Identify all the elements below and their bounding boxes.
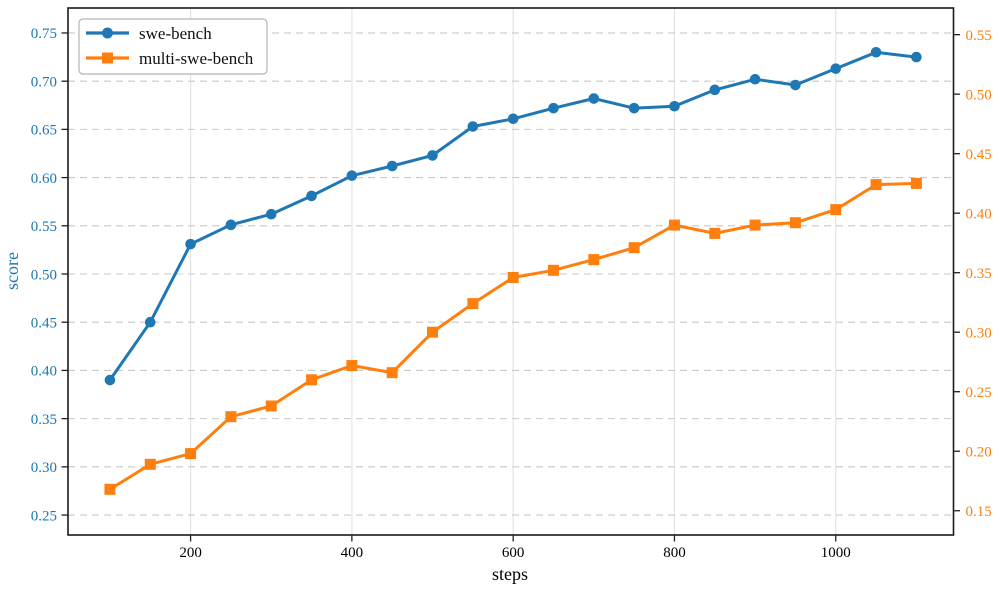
left-tick-label: 0.30 [31, 460, 57, 476]
data-point-multi-swe-bench [547, 264, 559, 276]
data-point-swe-bench [628, 102, 640, 114]
data-point-swe-bench [306, 190, 317, 202]
x-tick-label: 800 [663, 545, 686, 561]
data-point-multi-swe-bench [265, 400, 277, 412]
data-point-multi-swe-bench [910, 177, 922, 189]
left-tick-label: 0.70 [31, 74, 57, 90]
legend-label: multi-swe-bench [139, 49, 254, 68]
data-point-multi-swe-bench [507, 271, 519, 283]
data-point-multi-swe-bench [749, 219, 761, 231]
data-point-swe-bench [427, 150, 438, 161]
right-tick-label: 0.50 [966, 87, 992, 103]
data-point-multi-swe-bench [185, 448, 197, 460]
plot-frame [67, 7, 955, 536]
axis-ticks: 0.25 0.30 0.35 0.40 0.45 0.50 0.55 0.60 0.65 0.70… [31, 26, 992, 561]
left-tick-label: 0.65 [31, 123, 57, 139]
right-tick-label: 0.35 [966, 266, 992, 282]
data-point-multi-swe-bench [789, 217, 801, 229]
data-point-multi-swe-bench [467, 298, 479, 310]
legend-marker-circle [102, 27, 113, 39]
x-tick-label: 1000 [821, 545, 851, 561]
data-point-multi-swe-bench [144, 458, 156, 470]
legend: swe-bench multi-swe-bench [78, 18, 268, 75]
data-point-swe-bench [669, 100, 680, 112]
data-point-multi-swe-bench [830, 204, 842, 216]
data-point-swe-bench [386, 160, 398, 172]
data-point-swe-bench [346, 170, 358, 181]
left-tick-label: 0.75 [31, 26, 57, 42]
right-tick-label: 0.20 [966, 444, 992, 460]
right-tick-label: 0.55 [966, 28, 992, 44]
left-tick-label: 0.55 [31, 219, 57, 235]
data-point-multi-swe-bench [870, 179, 882, 191]
data-point-swe-bench [225, 219, 237, 231]
right-tick-label: 0.45 [966, 147, 992, 163]
data-point-swe-bench [911, 51, 922, 63]
data-point-swe-bench [548, 102, 559, 114]
data-point-multi-swe-bench [225, 411, 237, 423]
data-point-swe-bench [790, 79, 801, 91]
left-tick-label: 0.45 [31, 315, 57, 331]
data-point-multi-swe-bench [306, 374, 318, 386]
data-point-multi-swe-bench [346, 360, 358, 372]
data-point-swe-bench [749, 73, 761, 85]
legend-marker-square [102, 52, 113, 64]
x-tick-label: 200 [179, 545, 202, 561]
data-point-multi-swe-bench [668, 219, 680, 231]
y-axis-label: score [2, 252, 22, 290]
data-point-multi-swe-bench [104, 483, 116, 495]
data-point-swe-bench [104, 374, 116, 386]
data-point-swe-bench [870, 46, 882, 58]
data-point-swe-bench [709, 84, 721, 96]
data-point-multi-swe-bench [588, 254, 600, 266]
left-tick-label: 0.60 [31, 171, 57, 187]
data-point-multi-swe-bench [386, 367, 398, 379]
right-tick-label: 0.30 [966, 325, 992, 341]
left-tick-label: 0.50 [31, 267, 57, 283]
left-tick-label: 0.40 [31, 364, 57, 380]
data-point-swe-bench [467, 121, 479, 132]
x-tick-label: 400 [341, 545, 364, 561]
data-series [104, 46, 922, 495]
data-point-multi-swe-bench [709, 227, 721, 239]
data-point-multi-swe-bench [628, 242, 640, 254]
data-point-swe-bench [588, 93, 600, 104]
right-tick-label: 0.40 [966, 206, 992, 222]
left-tick-label: 0.35 [31, 412, 57, 428]
vertical-gridlines [190, 8, 837, 535]
x-tick-label: 600 [502, 545, 525, 561]
data-point-multi-swe-bench [427, 326, 439, 338]
data-point-swe-bench [265, 208, 277, 220]
data-point-swe-bench [830, 63, 842, 74]
data-point-swe-bench [185, 238, 196, 250]
data-point-swe-bench [507, 113, 519, 125]
right-tick-label: 0.15 [966, 504, 992, 520]
legend-label: swe-bench [139, 24, 212, 43]
right-tick-label: 0.25 [966, 385, 992, 401]
left-tick-label: 0.25 [31, 508, 57, 524]
x-axis-label: steps [492, 564, 528, 584]
data-point-swe-bench [144, 316, 156, 328]
